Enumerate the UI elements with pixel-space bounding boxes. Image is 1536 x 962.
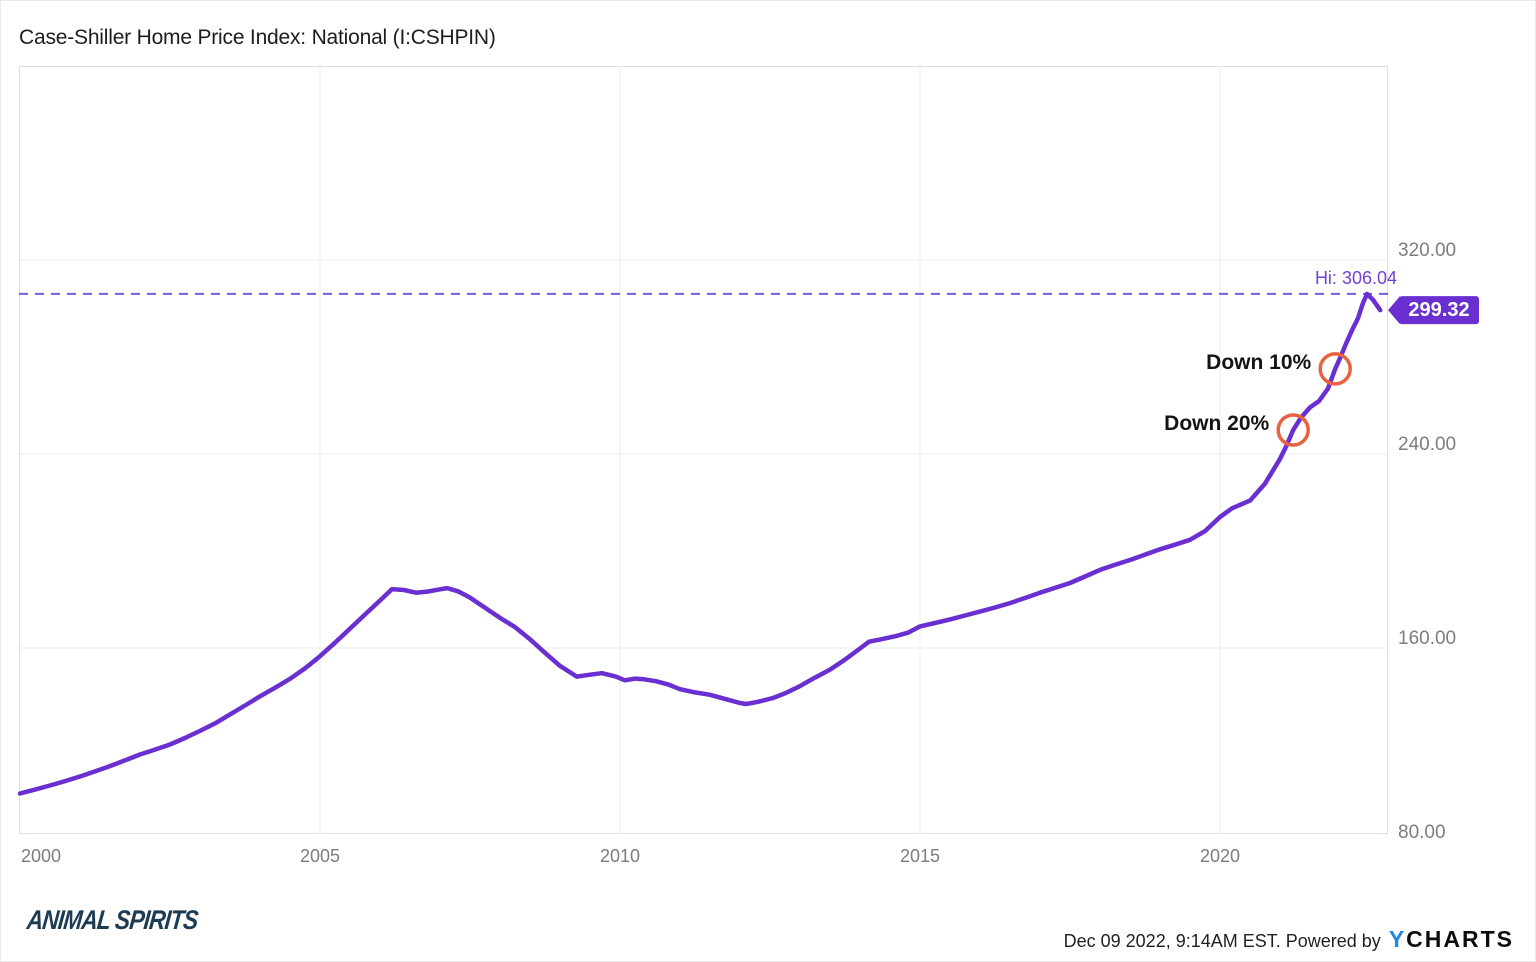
y-axis-label: 320.00	[1398, 240, 1457, 261]
plot-border	[19, 66, 1388, 834]
x-axis-label: 2015	[899, 846, 941, 866]
x-axis-label: 2005	[299, 846, 341, 866]
y-axis-label: 240.00	[1398, 434, 1457, 455]
annotation-down-20-label: Down 20%	[1164, 411, 1270, 435]
x-axis-label: 2000	[20, 846, 62, 866]
footer-attribution: Dec 09 2022, 9:14AM EST. Powered by YCHA…	[1064, 926, 1514, 953]
last-value-badge: 299.32	[1408, 298, 1470, 321]
animal-spirits-logo: ANIMAL SPIRITS	[25, 905, 200, 935]
price-line	[17, 291, 1383, 796]
ycharts-logo: YCHARTS	[1389, 926, 1514, 953]
chart-title: Case-Shiller Home Price Index: National …	[19, 26, 496, 49]
last-value-badge-arrow	[1388, 296, 1400, 325]
annotation-down-10-label: Down 10%	[1206, 350, 1312, 374]
annotation-circle	[1276, 413, 1310, 447]
ycharts-logo-y: Y	[1388, 926, 1407, 952]
timestamp: Dec 09 2022, 9:14AM EST.	[1063, 931, 1281, 951]
x-axis-label: 2020	[1199, 846, 1241, 866]
high-value-label: Hi: 306.04	[1314, 267, 1397, 288]
x-axis-label: 2010	[599, 846, 641, 866]
ycharts-logo-charts: CHARTS	[1406, 926, 1514, 952]
y-axis-label: 160.00	[1398, 628, 1457, 649]
last-value-badge-body	[1399, 296, 1479, 325]
powered-by-label: Powered by	[1285, 931, 1381, 951]
annotation-circle	[1318, 352, 1352, 386]
y-axis-label: 80.00	[1398, 822, 1446, 843]
